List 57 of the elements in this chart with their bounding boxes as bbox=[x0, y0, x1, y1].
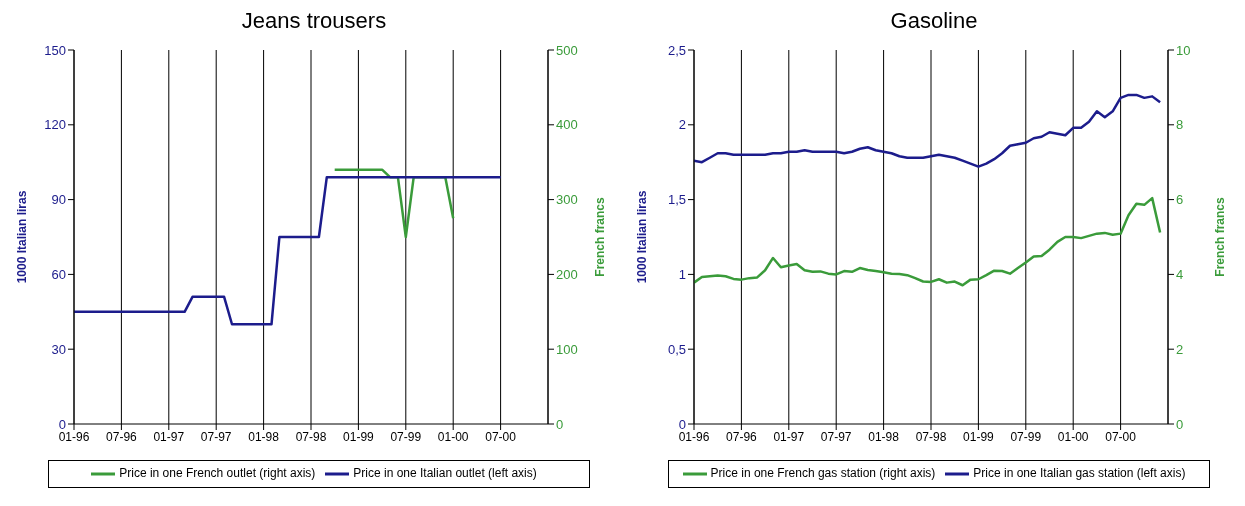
x-tick-label: 07-00 bbox=[1105, 429, 1137, 444]
y2-tick-label: 0 bbox=[1176, 416, 1184, 432]
y-tick-label: 2,5 bbox=[667, 42, 686, 58]
y2-tick-label: 500 bbox=[556, 42, 578, 58]
x-tick-label: 01-99 bbox=[963, 429, 995, 444]
line-series bbox=[74, 175, 502, 326]
y2-tick-label: 6 bbox=[1176, 192, 1184, 208]
x-tick-label: 07-00 bbox=[485, 429, 517, 444]
y-tick-label: 120 bbox=[44, 117, 66, 133]
x-tick-label: 07-96 bbox=[726, 429, 758, 444]
y-tick-label: 1 bbox=[678, 267, 686, 283]
line-series bbox=[694, 196, 1162, 287]
x-tick-label: 07-97 bbox=[200, 429, 232, 444]
y-tick-label: 90 bbox=[51, 192, 66, 208]
y-tick-label: 30 bbox=[51, 341, 66, 357]
legend-label: Price in one Italian outlet (left axis) bbox=[353, 466, 537, 481]
x-tick-label: 07-99 bbox=[390, 429, 422, 444]
y-axis-title: 1000 Italian liras bbox=[15, 190, 30, 284]
y-tick-label: 0 bbox=[678, 416, 686, 432]
y2-tick-label: 400 bbox=[556, 117, 578, 133]
x-tick-label: 01-00 bbox=[1057, 429, 1089, 444]
x-tick-label: 01-99 bbox=[343, 429, 375, 444]
chart-title: Jeans trousers bbox=[240, 8, 388, 35]
y-tick-label: 60 bbox=[51, 267, 66, 283]
x-tick-label: 01-98 bbox=[248, 429, 280, 444]
y2-tick-label: 4 bbox=[1176, 267, 1184, 283]
y2-tick-label: 0 bbox=[556, 416, 564, 432]
y2-tick-label: 8 bbox=[1176, 117, 1184, 133]
y2-axis-title: French francs bbox=[1213, 196, 1228, 277]
legend-label: Price in one Italian gas station (left axis) bbox=[973, 466, 1186, 481]
x-tick-label: 07-97 bbox=[820, 429, 852, 444]
line-series bbox=[694, 93, 1162, 168]
x-tick-label: 01-96 bbox=[678, 429, 710, 444]
y2-tick-label: 10 bbox=[1176, 42, 1191, 58]
x-tick-label: 07-99 bbox=[1010, 429, 1042, 444]
legend-label: Price in one French gas station (right axis) bbox=[710, 466, 936, 481]
legend-label: Price in one French outlet (right axis) bbox=[119, 466, 316, 481]
x-tick-label: 01-97 bbox=[773, 429, 805, 444]
x-tick-label: 07-98 bbox=[915, 429, 947, 444]
y2-tick-label: 2 bbox=[1176, 341, 1184, 357]
x-tick-label: 07-98 bbox=[295, 429, 327, 444]
x-tick-label: 07-96 bbox=[106, 429, 138, 444]
x-tick-label: 01-96 bbox=[58, 429, 90, 444]
y2-tick-label: 200 bbox=[556, 267, 578, 283]
y2-axis-title: French francs bbox=[593, 196, 608, 277]
y2-tick-label: 300 bbox=[556, 192, 578, 208]
chart-title: Gasoline bbox=[889, 8, 979, 35]
y2-tick-label: 100 bbox=[556, 341, 578, 357]
y-axis-title: 1000 Italian liras bbox=[635, 190, 650, 284]
x-tick-label: 01-97 bbox=[153, 429, 185, 444]
y-tick-label: 2 bbox=[678, 117, 686, 133]
y-tick-label: 0,5 bbox=[667, 341, 686, 357]
y-tick-label: 1,5 bbox=[667, 192, 686, 208]
x-tick-label: 01-00 bbox=[437, 429, 469, 444]
x-tick-label: 01-98 bbox=[868, 429, 900, 444]
y-tick-label: 150 bbox=[44, 42, 66, 58]
y-tick-label: 0 bbox=[58, 416, 66, 432]
